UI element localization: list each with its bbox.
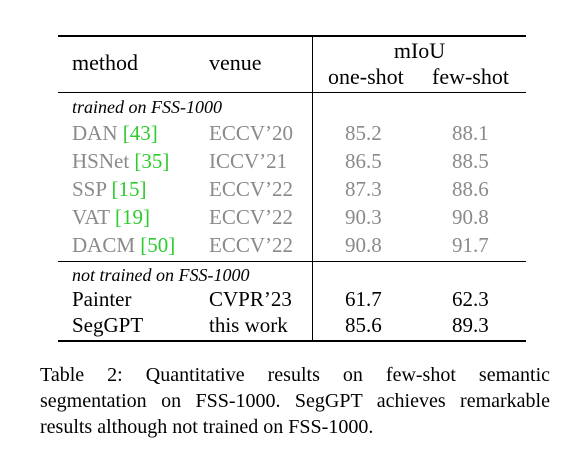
header-bottom-rule: [58, 92, 526, 93]
table-row-venue: ECCV’22: [209, 233, 293, 257]
citation-link[interactable]: [50]: [140, 233, 176, 257]
citation-link[interactable]: [19]: [115, 205, 150, 229]
header-miou: mIoU: [393, 38, 446, 63]
table-row-one-shot: 85.2: [345, 121, 382, 145]
table-row-venue: CVPR’23: [209, 287, 292, 311]
table-row-method: SSP [15]: [72, 177, 147, 201]
table-row-one-shot: 87.3: [345, 177, 382, 201]
method-name: VAT: [72, 205, 110, 229]
table-row-few-shot: 89.3: [452, 313, 489, 337]
group-label-trained: trained on FSS-1000: [72, 97, 222, 117]
table-row-venue: ECCV’20: [209, 121, 293, 145]
method-name: SSP: [72, 177, 107, 201]
header-one-shot: one-shot: [328, 64, 404, 89]
group-label-not-trained: not trained on FSS-1000: [72, 265, 250, 285]
table-row-method: Painter: [72, 287, 132, 311]
citation-link[interactable]: [15]: [111, 177, 147, 201]
column-divider: [312, 36, 313, 341]
citation-link[interactable]: [43]: [122, 121, 158, 145]
table-row-one-shot: 90.3: [345, 205, 382, 229]
method-name: HSNet: [72, 149, 130, 173]
table-row-method: DAN [43]: [72, 121, 158, 145]
table-row-one-shot: 86.5: [345, 149, 382, 173]
table-row-few-shot: 88.5: [452, 149, 489, 173]
table-row-few-shot: 91.7: [452, 233, 489, 257]
table-row-few-shot: 88.1: [452, 121, 489, 145]
header-venue: venue: [209, 50, 262, 75]
table-row-venue: this work: [209, 313, 288, 337]
table-row-method: DACM [50]: [72, 233, 175, 257]
citation-link[interactable]: [35]: [134, 149, 170, 173]
group-divider-rule: [58, 261, 526, 262]
table-row-venue: ECCV’22: [209, 205, 293, 229]
table-row-few-shot: 62.3: [452, 287, 489, 311]
table-top-rule: [58, 35, 526, 37]
header-few-shot: few-shot: [432, 64, 509, 89]
method-name: DAN: [72, 121, 118, 145]
table-bottom-rule: [58, 340, 526, 342]
table-row-method: SegGPT: [72, 313, 144, 337]
header-method: method: [72, 50, 138, 75]
table-row-method: HSNet [35]: [72, 149, 169, 173]
table-row-method: VAT [19]: [72, 205, 150, 229]
table-caption: Table 2: Quantitative results on few-sho…: [40, 364, 550, 438]
table-row-one-shot: 61.7: [345, 287, 382, 311]
table-row-one-shot: 85.6: [345, 313, 382, 337]
table-row-few-shot: 90.8: [452, 205, 489, 229]
method-name: DACM: [72, 233, 136, 257]
table-row-one-shot: 90.8: [345, 233, 382, 257]
table-row-venue: ECCV’22: [209, 177, 293, 201]
table-row-venue: ICCV’21: [209, 149, 288, 173]
table-row-few-shot: 88.6: [452, 177, 489, 201]
